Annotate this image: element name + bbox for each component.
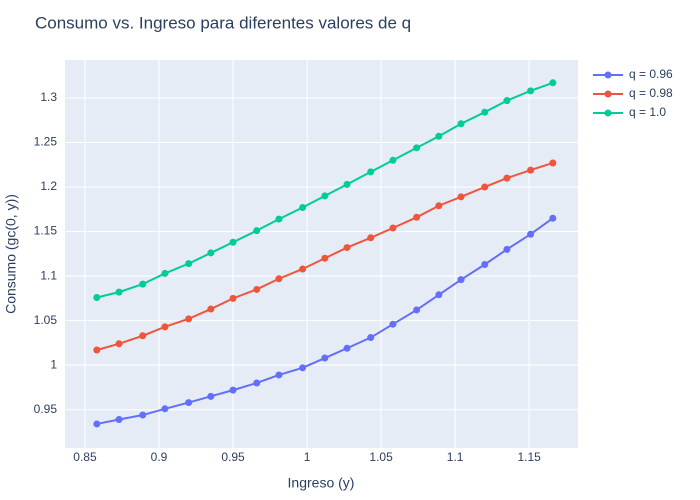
x-tick-label: 1.05 — [369, 450, 393, 464]
data-point — [413, 213, 421, 221]
y-tick-label: 1.15 — [34, 224, 58, 238]
x-tick-label: 0.85 — [73, 450, 97, 464]
data-point — [321, 354, 329, 362]
data-point — [161, 323, 169, 331]
data-point — [343, 244, 351, 252]
data-point — [185, 399, 193, 407]
data-point — [527, 87, 535, 95]
data-point — [93, 293, 101, 301]
legend-label: q = 0.96 — [629, 67, 673, 81]
data-point — [389, 224, 397, 232]
data-point — [321, 254, 329, 262]
data-point — [321, 192, 329, 200]
data-point — [207, 305, 215, 313]
data-point — [343, 180, 351, 188]
y-tick-label: 1.3 — [40, 90, 57, 104]
data-point — [93, 420, 101, 428]
y-tick-label: 1.25 — [34, 135, 58, 149]
data-point — [367, 168, 375, 176]
data-point — [229, 238, 237, 246]
data-point — [229, 294, 237, 302]
data-point — [457, 193, 465, 201]
data-point — [457, 276, 465, 284]
data-point — [275, 215, 283, 223]
data-point — [527, 230, 535, 238]
data-point — [389, 156, 397, 164]
y-tick-label: 1.1 — [40, 268, 57, 282]
data-point — [367, 234, 375, 242]
data-point — [435, 291, 443, 299]
x-tick-label: 0.9 — [151, 450, 168, 464]
data-point — [115, 288, 123, 296]
chart-title: Consumo vs. Ingreso para diferentes valo… — [35, 13, 411, 32]
data-point — [185, 260, 193, 268]
data-point — [93, 346, 101, 354]
data-point — [549, 214, 557, 222]
data-point — [503, 174, 511, 182]
data-point — [457, 120, 465, 128]
x-tick-label: 1.15 — [517, 450, 541, 464]
data-point — [367, 334, 375, 342]
y-tick-label: 1 — [50, 357, 57, 371]
y-tick-label: 0.95 — [34, 402, 58, 416]
data-point — [503, 97, 511, 105]
data-point — [481, 261, 489, 269]
x-tick-label: 0.95 — [221, 450, 245, 464]
data-point — [115, 415, 123, 423]
data-point — [413, 144, 421, 152]
data-point — [435, 202, 443, 210]
data-point — [435, 132, 443, 140]
data-point — [161, 405, 169, 413]
data-point — [299, 364, 307, 372]
data-point — [299, 265, 307, 273]
data-point — [549, 79, 557, 87]
data-point — [139, 411, 147, 419]
legend-marker — [604, 90, 612, 98]
data-point — [253, 227, 261, 235]
legend-label: q = 0.98 — [629, 86, 673, 100]
data-point — [549, 159, 557, 167]
data-point — [527, 166, 535, 174]
data-point — [161, 269, 169, 277]
data-point — [481, 183, 489, 191]
data-point — [253, 379, 261, 387]
data-point — [229, 386, 237, 394]
data-point — [299, 204, 307, 212]
y-axis-title: Consumo (gc(0, y)) — [3, 194, 19, 314]
y-tick-label: 1.05 — [34, 313, 58, 327]
data-point — [207, 392, 215, 400]
legend-marker — [604, 109, 612, 117]
x-tick-label: 1 — [304, 450, 311, 464]
data-point — [413, 306, 421, 314]
x-tick-label: 1.1 — [447, 450, 464, 464]
legend-label: q = 1.0 — [629, 105, 666, 119]
data-point — [343, 344, 351, 352]
data-point — [253, 285, 261, 293]
data-point — [139, 332, 147, 340]
data-point — [389, 320, 397, 328]
data-point — [115, 340, 123, 348]
data-point — [275, 371, 283, 379]
y-tick-label: 1.2 — [40, 179, 57, 193]
data-point — [275, 275, 283, 283]
data-point — [503, 245, 511, 253]
data-point — [139, 280, 147, 288]
legend-marker — [604, 71, 612, 79]
x-axis-title: Ingreso (y) — [288, 475, 355, 491]
plot-area — [65, 60, 578, 448]
data-point — [207, 249, 215, 257]
data-point — [481, 108, 489, 116]
data-point — [185, 315, 193, 323]
